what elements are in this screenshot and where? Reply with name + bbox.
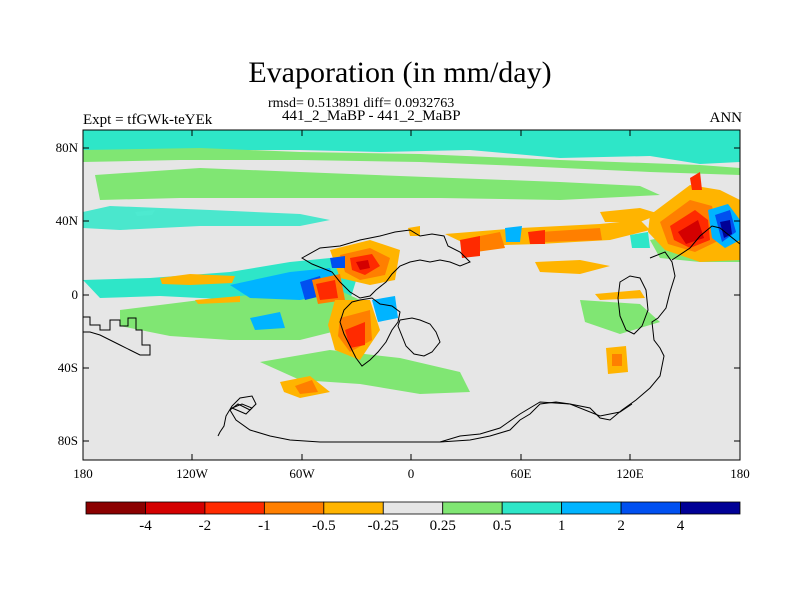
colorbar-swatch bbox=[204, 501, 265, 515]
y-tick-label: 40N bbox=[55, 213, 78, 228]
colorbar-label: 1 bbox=[557, 518, 566, 534]
nh-cyan-band bbox=[83, 206, 330, 230]
axis-ticks bbox=[83, 130, 740, 460]
colorbar-label: -2 bbox=[198, 518, 212, 534]
colorbar-label: -0.5 bbox=[311, 518, 336, 534]
colorbar-label: 4 bbox=[676, 518, 685, 534]
map-field bbox=[83, 130, 740, 460]
x-tick-label: 60E bbox=[510, 466, 532, 481]
colorbar-label: -4 bbox=[139, 518, 152, 534]
plot-title: Evaporation (in mm/day) bbox=[248, 56, 552, 89]
season-label: ANN bbox=[709, 110, 743, 126]
colorbar-swatch bbox=[263, 501, 325, 515]
x-tick-label: 120W bbox=[176, 466, 208, 481]
x-tick-label: 180 bbox=[73, 466, 93, 481]
colorbar-swatch bbox=[442, 501, 503, 515]
arctic-band bbox=[83, 130, 740, 164]
colorbar-swatch bbox=[561, 501, 622, 515]
colorbar bbox=[85, 501, 741, 515]
colorbar-swatch bbox=[680, 501, 741, 515]
coastlines bbox=[83, 225, 740, 443]
stats-line: rmsd= 0.513891 diff= 0.0932763 bbox=[268, 96, 455, 111]
southern-ocean-band bbox=[260, 350, 470, 394]
nh-green-band bbox=[95, 168, 660, 200]
colorbar-label: -0.25 bbox=[367, 518, 399, 534]
y-tick-label: 80S bbox=[57, 433, 78, 448]
y-tick-label: 0 bbox=[71, 287, 79, 302]
colorbar-swatch bbox=[382, 501, 444, 515]
x-tick-label: 120E bbox=[616, 466, 644, 481]
experiment-label: Expt = tfGWk-teYEk bbox=[83, 112, 213, 128]
x-tick-label: 0 bbox=[407, 466, 415, 481]
y-tick-label: 80N bbox=[55, 140, 78, 155]
x-tick-label: 60W bbox=[289, 466, 315, 481]
colorbar-label: -1 bbox=[258, 518, 271, 534]
case-line: 441_2_MaBP - 441_2_MaBP bbox=[282, 108, 461, 124]
colorbar-swatch bbox=[85, 501, 146, 515]
arctic-green-band bbox=[83, 148, 740, 175]
colorbar-swatch bbox=[323, 501, 384, 515]
x-tick-label: 180 bbox=[730, 466, 750, 481]
colorbar-swatch bbox=[620, 501, 681, 515]
colorbar-swatch bbox=[501, 501, 563, 515]
colorbar-label: 2 bbox=[617, 518, 625, 534]
colorbar-swatch bbox=[145, 501, 206, 515]
y-tick-label: 40S bbox=[57, 360, 78, 375]
colorbar-label: 0.5 bbox=[492, 518, 512, 534]
colorbar-label: 0.25 bbox=[429, 518, 456, 534]
